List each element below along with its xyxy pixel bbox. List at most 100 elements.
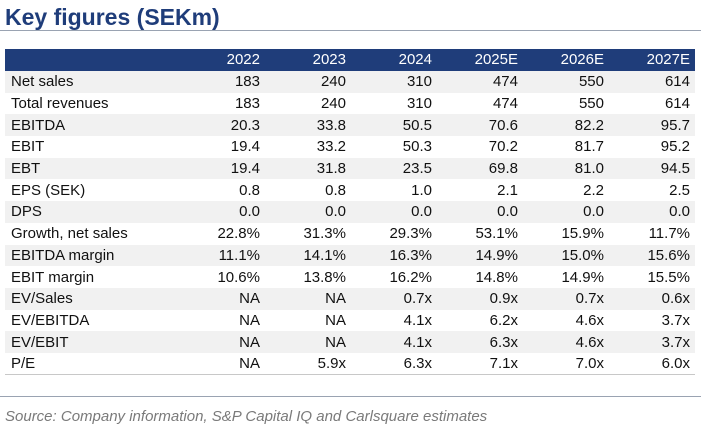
table-cell: 16.3% xyxy=(389,246,432,264)
table-row: Total revenues 183 240 310 474 550 614 xyxy=(5,92,695,115)
page-title: Key figures (SEKm) xyxy=(5,4,220,30)
table-cell: 19.4 xyxy=(230,138,260,156)
table-cell: 19.4 xyxy=(230,160,260,178)
table-cell: 7.0x xyxy=(523,352,609,376)
table-cell: 0.8 xyxy=(325,181,346,199)
table-row: Net sales 183 240 310 474 550 614 xyxy=(5,71,695,93)
table-cell: 0.6x xyxy=(661,290,690,308)
row-label: P/E xyxy=(5,352,179,376)
table-cell: NA xyxy=(325,290,346,308)
table-cell: NA xyxy=(325,333,346,351)
table-row: EPS (SEK) 0.8 0.8 1.0 2.1 2.2 2.5 xyxy=(5,179,695,202)
table-cell: 14.1% xyxy=(303,246,346,264)
table-row: EBIT 19.4 33.2 50.3 70.2 81.7 95.2 xyxy=(5,136,695,158)
table-cell: 5.9x xyxy=(265,352,351,376)
row-label: EPS (SEK) xyxy=(11,181,86,199)
table-cell: 0.7x xyxy=(575,290,604,308)
table-cell: 0.9x xyxy=(489,290,518,308)
table-cell: 240 xyxy=(320,95,346,113)
table-cell: 614 xyxy=(664,73,690,91)
table-cell: 10.6% xyxy=(217,268,260,286)
header-row: 2022 2023 2024 2025E 2026E 2027E xyxy=(5,49,695,71)
table-cell: 6.3x xyxy=(351,352,437,376)
table-row: DPS 0.0 0.0 0.0 0.0 0.0 0.0 xyxy=(5,201,695,223)
table-cell: 31.3% xyxy=(303,225,346,243)
table-cell: 6.0x xyxy=(609,352,695,376)
table-cell: 14.9% xyxy=(475,246,518,264)
table-cell: 550 xyxy=(578,73,604,91)
row-label: EV/EBITDA xyxy=(11,311,90,329)
table-cell: 81.0 xyxy=(574,160,604,178)
table-cell: 70.2 xyxy=(488,138,518,156)
row-label: Total revenues xyxy=(11,95,109,113)
table-cell: 31.8 xyxy=(316,160,346,178)
table-row: EBITDA 20.3 33.8 50.5 70.6 82.2 95.7 xyxy=(5,114,695,137)
table-cell: 0.0 xyxy=(325,203,346,221)
table-cell: NA xyxy=(325,311,346,329)
table-cell: 23.5 xyxy=(402,160,432,178)
column-header-2024: 2024 xyxy=(398,51,432,68)
row-label: EV/Sales xyxy=(11,290,73,308)
table-row: Growth, net sales 22.8% 31.3% 29.3% 53.1% 15.… xyxy=(5,222,695,245)
table-cell: NA xyxy=(179,352,265,376)
table-cell: 183 xyxy=(234,73,260,91)
column-header-2022: 2022 xyxy=(226,51,260,68)
table-body: Net sales 183 240 310 474 550 614 Total revenue… xyxy=(5,71,695,376)
row-label: EBIT xyxy=(11,138,45,156)
table-cell: 95.7 xyxy=(660,116,690,134)
table-cell: 14.9% xyxy=(561,268,604,286)
column-header-2026e: 2026E xyxy=(560,51,604,68)
table-cell: 4.1x xyxy=(403,311,432,329)
source-note: Source: Company information, S&P Capital… xyxy=(5,408,488,425)
table-cell: 11.7% xyxy=(648,225,690,243)
table-cell: 4.6x xyxy=(575,311,604,329)
table-cell: 22.8% xyxy=(217,225,260,243)
table-cell: 13.8% xyxy=(303,268,346,286)
table-cell: 7.1x xyxy=(437,352,523,376)
table-row: EBT 19.4 31.8 23.5 69.8 81.0 94.5 xyxy=(5,157,695,180)
row-label: EBITDA margin xyxy=(11,246,115,264)
table-cell: 16.2% xyxy=(389,268,432,286)
table-cell: 0.8 xyxy=(239,181,260,199)
table-cell: NA xyxy=(239,333,260,351)
table-row: EBIT margin 10.6% 13.8% 16.2% 14.8% 14.9% 15.5… xyxy=(5,266,695,288)
table-cell: 53.1% xyxy=(475,225,518,243)
table-cell: 0.0 xyxy=(411,203,432,221)
table-cell: 94.5 xyxy=(660,160,690,178)
table-cell: 6.3x xyxy=(489,333,518,351)
table-row: EV/Sales NA NA 0.7x 0.9x 0.7x 0.6x xyxy=(5,287,695,310)
row-label: Growth, net sales xyxy=(11,225,128,243)
table-row: EV/EBITDA NA NA 4.1x 6.2x 4.6x 3.7x xyxy=(5,309,695,332)
column-header-2025e: 2025E xyxy=(474,51,518,68)
table-cell: 15.5% xyxy=(647,268,690,286)
column-header-2023: 2023 xyxy=(312,51,346,68)
table-row: EV/EBIT NA NA 4.1x 6.3x 4.6x 3.7x xyxy=(5,331,695,353)
table-cell: 50.3 xyxy=(402,138,432,156)
table-cell: NA xyxy=(239,311,260,329)
table-cell: 69.8 xyxy=(488,160,518,178)
table-cell: 0.0 xyxy=(583,203,604,221)
table-cell: 15.6% xyxy=(647,246,690,264)
column-header-2027e: 2027E xyxy=(646,51,690,68)
table-cell: 0.0 xyxy=(239,203,260,221)
table-cell: 550 xyxy=(578,95,604,113)
table-cell: 4.6x xyxy=(575,333,604,351)
table-cell: 310 xyxy=(406,73,432,91)
table-cell: 3.7x xyxy=(661,333,690,351)
table-cell: 0.0 xyxy=(669,203,690,221)
table-cell: 95.2 xyxy=(660,138,690,156)
table-cell: 2.1 xyxy=(497,181,518,199)
table-cell: 20.3 xyxy=(230,116,260,134)
table-cell: 70.6 xyxy=(488,116,518,134)
table-cell: 183 xyxy=(234,95,260,113)
table-cell: 33.2 xyxy=(316,138,346,156)
key-figures-table-container: 2022 2023 2024 2025E 2026E 2027E Net sal… xyxy=(5,49,695,376)
table-cell: 474 xyxy=(492,73,518,91)
row-label: Net sales xyxy=(11,73,74,91)
table-cell: 0.7x xyxy=(403,290,432,308)
table-cell: 4.1x xyxy=(403,333,432,351)
column-header-label xyxy=(5,49,179,71)
table-cell: 1.0 xyxy=(411,181,432,199)
table-cell: 82.2 xyxy=(574,116,604,134)
row-label: EBIT margin xyxy=(11,268,95,286)
